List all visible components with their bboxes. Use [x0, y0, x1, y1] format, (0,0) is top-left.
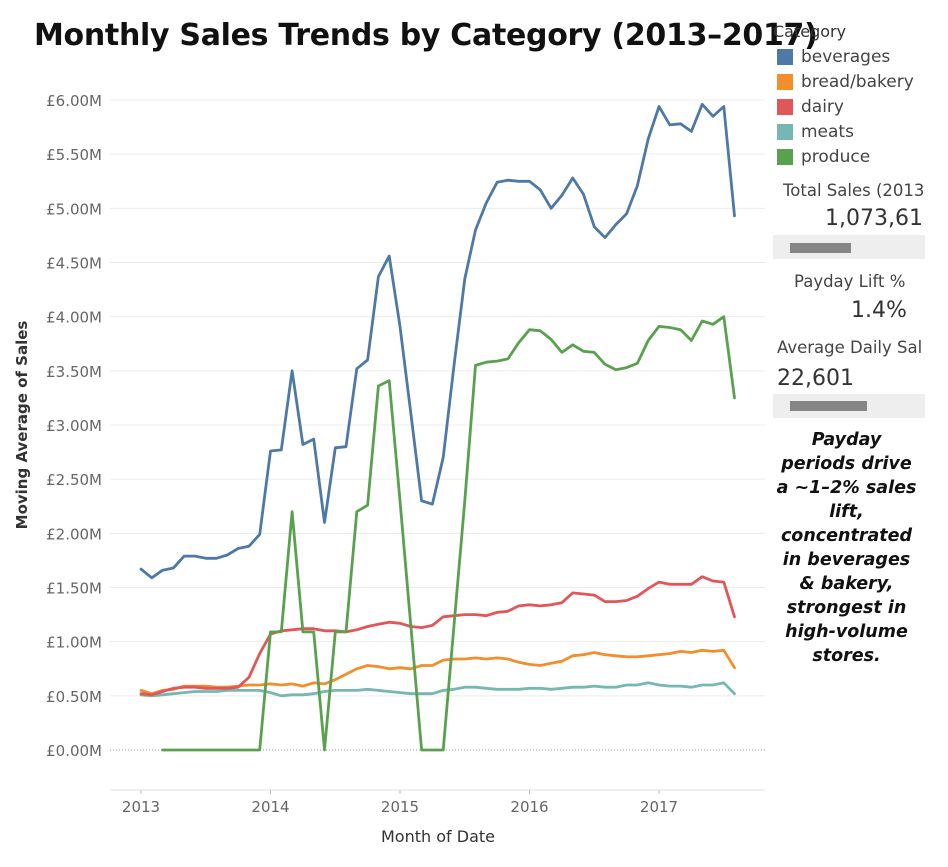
kpi-avg-daily-bar [790, 401, 867, 411]
insight-annotation: Payday periods drive a ~1–2% sales lift,… [776, 430, 917, 666]
y-tick-label: £5.50M [46, 146, 102, 164]
legend-item: bread/bakery [773, 69, 948, 94]
series-line-dairy [139, 575, 736, 697]
y-tick-label: £0.00M [46, 742, 102, 760]
series-line-meats [139, 681, 736, 698]
y-tick-label: £2.50M [46, 471, 102, 489]
legend-item: produce [773, 144, 948, 169]
y-tick-label: £3.00M [46, 417, 102, 435]
y-tick-label: £6.00M [46, 92, 102, 110]
legend-label: dairy [801, 96, 844, 117]
y-tick-label: £2.00M [46, 525, 102, 543]
y-axis-ticks: £0.00M £0.50M £1.00M £1.50M £2.00M £2.50M £3.0… [46, 92, 102, 760]
x-tick-label: 2014 [251, 798, 289, 816]
y-tick-label: £1.50M [46, 580, 102, 598]
kpi-total-sales-value: 1,073,61 [825, 206, 923, 231]
y-tick-label: £4.50M [46, 255, 102, 273]
y-tick-label: £3.50M [46, 363, 102, 381]
legend-swatch [777, 148, 793, 165]
legend: Category beverages bread/bakery dairy meats… [773, 22, 948, 169]
y-axis-label: Moving Average of Sales [13, 321, 31, 530]
legend-swatch [777, 48, 793, 65]
kpi-avg-daily-value: 22,601 [777, 366, 854, 391]
chart-title: Monthly Sales Trends by Category (2013–2… [34, 18, 818, 53]
kpi-payday-lift-value: 1.4% [851, 298, 907, 323]
x-tick-label: 2017 [640, 798, 678, 816]
legend-swatch [777, 123, 793, 140]
line-chart: £0.00M £0.50M £1.00M £1.50M £2.00M £2.50M £3.0… [13, 92, 765, 846]
legend-swatch [777, 73, 793, 90]
series-line-produce [161, 315, 736, 752]
legend-title: Category [773, 22, 847, 41]
y-tick-label: £5.00M [46, 200, 102, 218]
kpi-total-sales-bar [790, 243, 852, 253]
legend-item: dairy [773, 94, 948, 119]
kpi-avg-daily-label: Average Daily Sal [777, 338, 923, 357]
legend-item: meats [773, 119, 948, 144]
x-tick-label: 2016 [510, 798, 548, 816]
y-tick-label: £4.00M [46, 309, 102, 327]
y-tick-label: £1.00M [46, 634, 102, 652]
x-axis-ticks: 2013 2014 2015 2016 2017 [122, 790, 678, 816]
legend-label: beverages [801, 46, 891, 67]
legend-label: bread/bakery [801, 71, 914, 92]
kpi-total-sales-label: Total Sales (2013 [783, 181, 925, 200]
series-lines [139, 102, 736, 752]
x-axis-label: Month of Date [381, 827, 495, 846]
series-line-beverages [139, 102, 736, 580]
legend-label: produce [801, 146, 871, 167]
legend-label: meats [801, 121, 854, 142]
x-tick-label: 2013 [122, 798, 160, 816]
y-tick-label: £0.50M [46, 688, 102, 706]
legend-swatch [777, 98, 793, 115]
legend-items: beverages bread/bakery dairy meats produce [773, 44, 948, 169]
x-tick-label: 2015 [381, 798, 419, 816]
kpi-payday-lift-label: Payday Lift % [794, 272, 906, 291]
legend-item: beverages [773, 44, 948, 69]
